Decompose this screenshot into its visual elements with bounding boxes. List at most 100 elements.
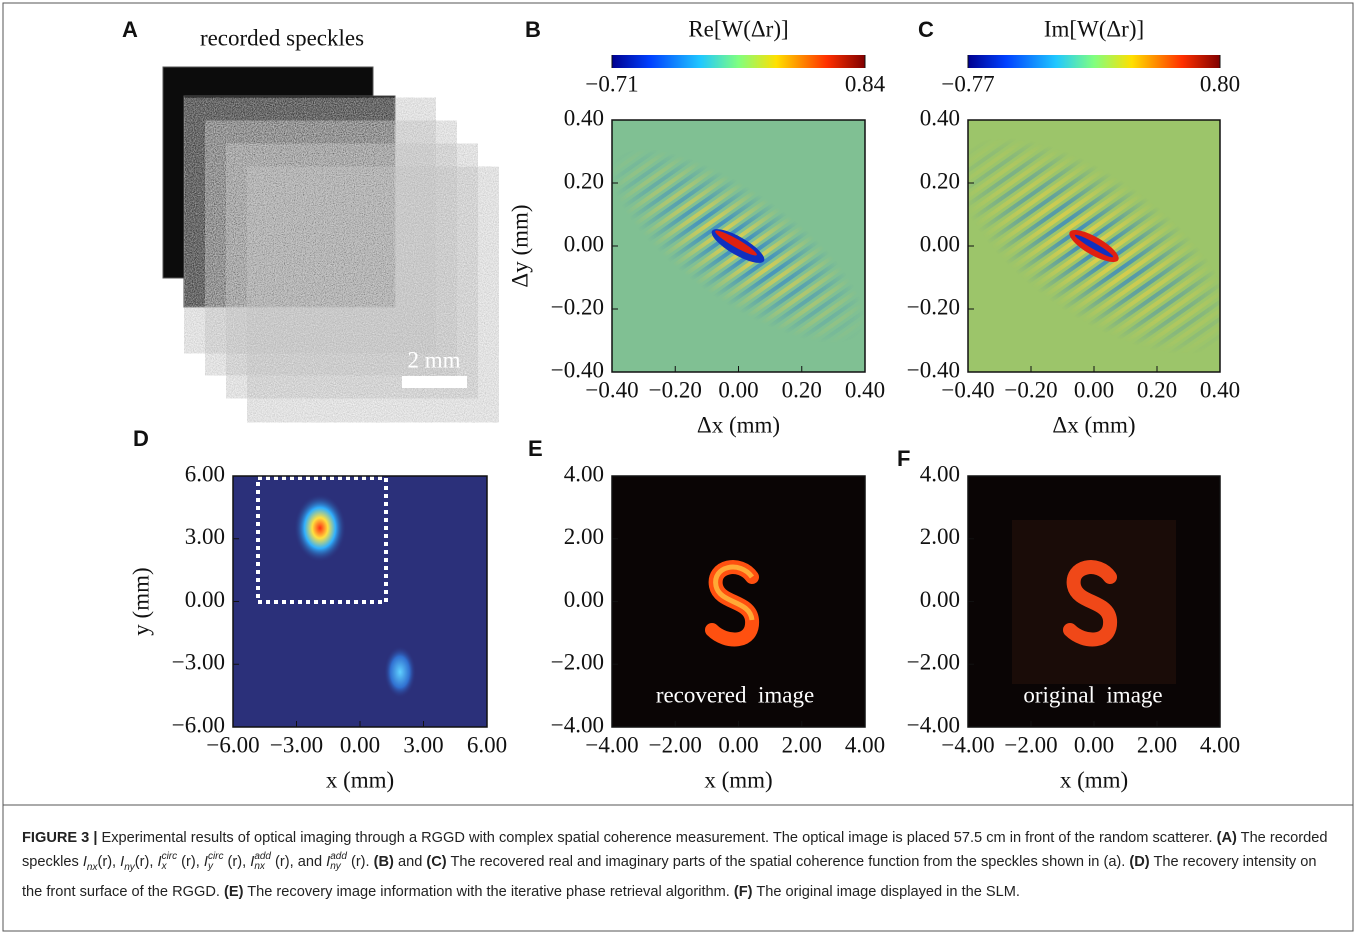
- x-tick-label: −4.00: [585, 732, 638, 757]
- caption-ref: (E): [223, 883, 244, 900]
- x-tick-label: −6.00: [206, 732, 259, 757]
- x-axis-label: x (mm): [1060, 767, 1128, 792]
- panel-letter: D: [133, 426, 149, 451]
- x-tick-label: −4.00: [941, 732, 994, 757]
- panel-letter: B: [525, 17, 541, 42]
- x-tick-label: 0.00: [1074, 732, 1114, 757]
- x-tick-label: 0.00: [340, 732, 380, 757]
- y-tick-label: −4.00: [551, 712, 604, 737]
- colorbar-title: Im[W(Δr)]: [1044, 16, 1144, 41]
- original-image: [968, 476, 1220, 727]
- colorbar-tick-label: 0.80: [1200, 71, 1240, 96]
- x-tick-label: 4.00: [845, 732, 885, 757]
- panel-title: recorded speckles: [200, 25, 364, 50]
- subscript: ny: [124, 861, 135, 873]
- panel-letter: C: [918, 17, 934, 42]
- x-tick-label: 0.40: [845, 377, 885, 402]
- caption-text: (r), and: [271, 854, 327, 870]
- y-tick-label: −0.20: [907, 294, 960, 319]
- superscript: circ: [207, 851, 224, 863]
- colorbar-tick-label: −0.71: [585, 71, 638, 96]
- x-axis-label: x (mm): [326, 767, 394, 792]
- colorbar-tick-label: 0.84: [845, 71, 886, 96]
- x-tick-label: 6.00: [467, 732, 507, 757]
- x-tick-label: −0.20: [1004, 377, 1057, 402]
- colorbar: [612, 55, 865, 68]
- caption-ref: (B): [373, 854, 394, 870]
- symbol: I: [203, 854, 208, 870]
- panel-letter: A: [122, 17, 138, 42]
- caption-text: (r),: [134, 854, 158, 870]
- colorbar-title: Re[W(Δr)]: [688, 16, 788, 41]
- x-tick-label: 0.00: [718, 377, 758, 402]
- caption-ref: (C): [426, 854, 447, 870]
- x-axis-label: x (mm): [704, 767, 772, 792]
- y-tick-label: 0.00: [185, 587, 225, 612]
- caption-text: The original image displayed in the SLM.: [752, 883, 1020, 900]
- y-axis-label: y (mm): [128, 567, 153, 635]
- x-tick-label: 2.00: [1137, 732, 1177, 757]
- symbol: I: [157, 854, 162, 870]
- x-axis-label: Δx (mm): [697, 412, 780, 437]
- script-stack: add ny: [330, 852, 347, 872]
- superscript: circ: [161, 851, 178, 863]
- y-tick-label: −2.00: [907, 650, 960, 675]
- caption-label: FIGURE 3 |: [22, 830, 98, 846]
- subscript: x: [161, 861, 167, 873]
- caption-ref: (A): [1216, 830, 1237, 846]
- caption-text: and: [393, 854, 427, 870]
- caption-text: (r),: [223, 854, 251, 870]
- subscript: ny: [330, 861, 341, 873]
- caption-text: The recovery intensity on the front surf…: [22, 854, 1317, 900]
- symbol: I: [326, 854, 331, 870]
- y-tick-label: 0.00: [564, 587, 604, 612]
- x-tick-label: 0.00: [1074, 377, 1114, 402]
- caption: FIGURE 3 | Experimental results of optic…: [22, 826, 1334, 904]
- y-tick-label: −0.40: [907, 357, 960, 382]
- scale-bar-label: 2 mm: [407, 347, 460, 372]
- x-tick-label: −0.40: [941, 377, 994, 402]
- y-tick-label: −0.20: [551, 294, 604, 319]
- superscript: add: [330, 851, 347, 863]
- symbol: I: [120, 854, 125, 870]
- symbol: I: [250, 854, 255, 870]
- x-tick-label: −2.00: [649, 732, 702, 757]
- caption-text: (r),: [97, 854, 121, 870]
- y-tick-label: 4.00: [920, 461, 960, 486]
- x-tick-label: −3.00: [270, 732, 323, 757]
- y-tick-label: 0.40: [564, 105, 604, 130]
- colorbar-tick-label: −0.77: [941, 71, 994, 96]
- subscript: nx: [86, 861, 98, 873]
- y-tick-label: 3.00: [185, 524, 225, 549]
- intensity-map: [233, 476, 487, 727]
- caption-text: The recorded speckles: [22, 830, 1328, 870]
- caption-text: (r),: [177, 854, 204, 870]
- subscript: y: [207, 861, 213, 873]
- caption-ref: (D): [1129, 854, 1150, 870]
- recovered-image: [612, 476, 865, 727]
- y-tick-label: 4.00: [564, 461, 604, 486]
- y-tick-label: −4.00: [907, 712, 960, 737]
- y-tick-label: 0.20: [920, 168, 960, 193]
- y-tick-label: 0.00: [564, 231, 604, 256]
- annotation: recovered image: [656, 682, 814, 707]
- x-tick-label: 0.20: [782, 377, 822, 402]
- panel-letter: E: [528, 436, 543, 461]
- y-tick-label: −0.40: [551, 357, 604, 382]
- x-tick-label: 0.20: [1137, 377, 1177, 402]
- y-tick-label: 2.00: [920, 524, 960, 549]
- x-tick-label: 2.00: [782, 732, 822, 757]
- caption-ref: (F): [733, 883, 753, 900]
- x-tick-label: −0.40: [585, 377, 638, 402]
- scale-bar: [402, 376, 467, 388]
- colorbar: [968, 55, 1220, 68]
- x-tick-label: 0.00: [718, 732, 758, 757]
- x-tick-label: 0.40: [1200, 377, 1240, 402]
- y-tick-label: 2.00: [564, 524, 604, 549]
- coherence-real-map: [612, 120, 865, 372]
- annotation: original image: [1023, 682, 1162, 707]
- y-tick-label: 0.00: [920, 231, 960, 256]
